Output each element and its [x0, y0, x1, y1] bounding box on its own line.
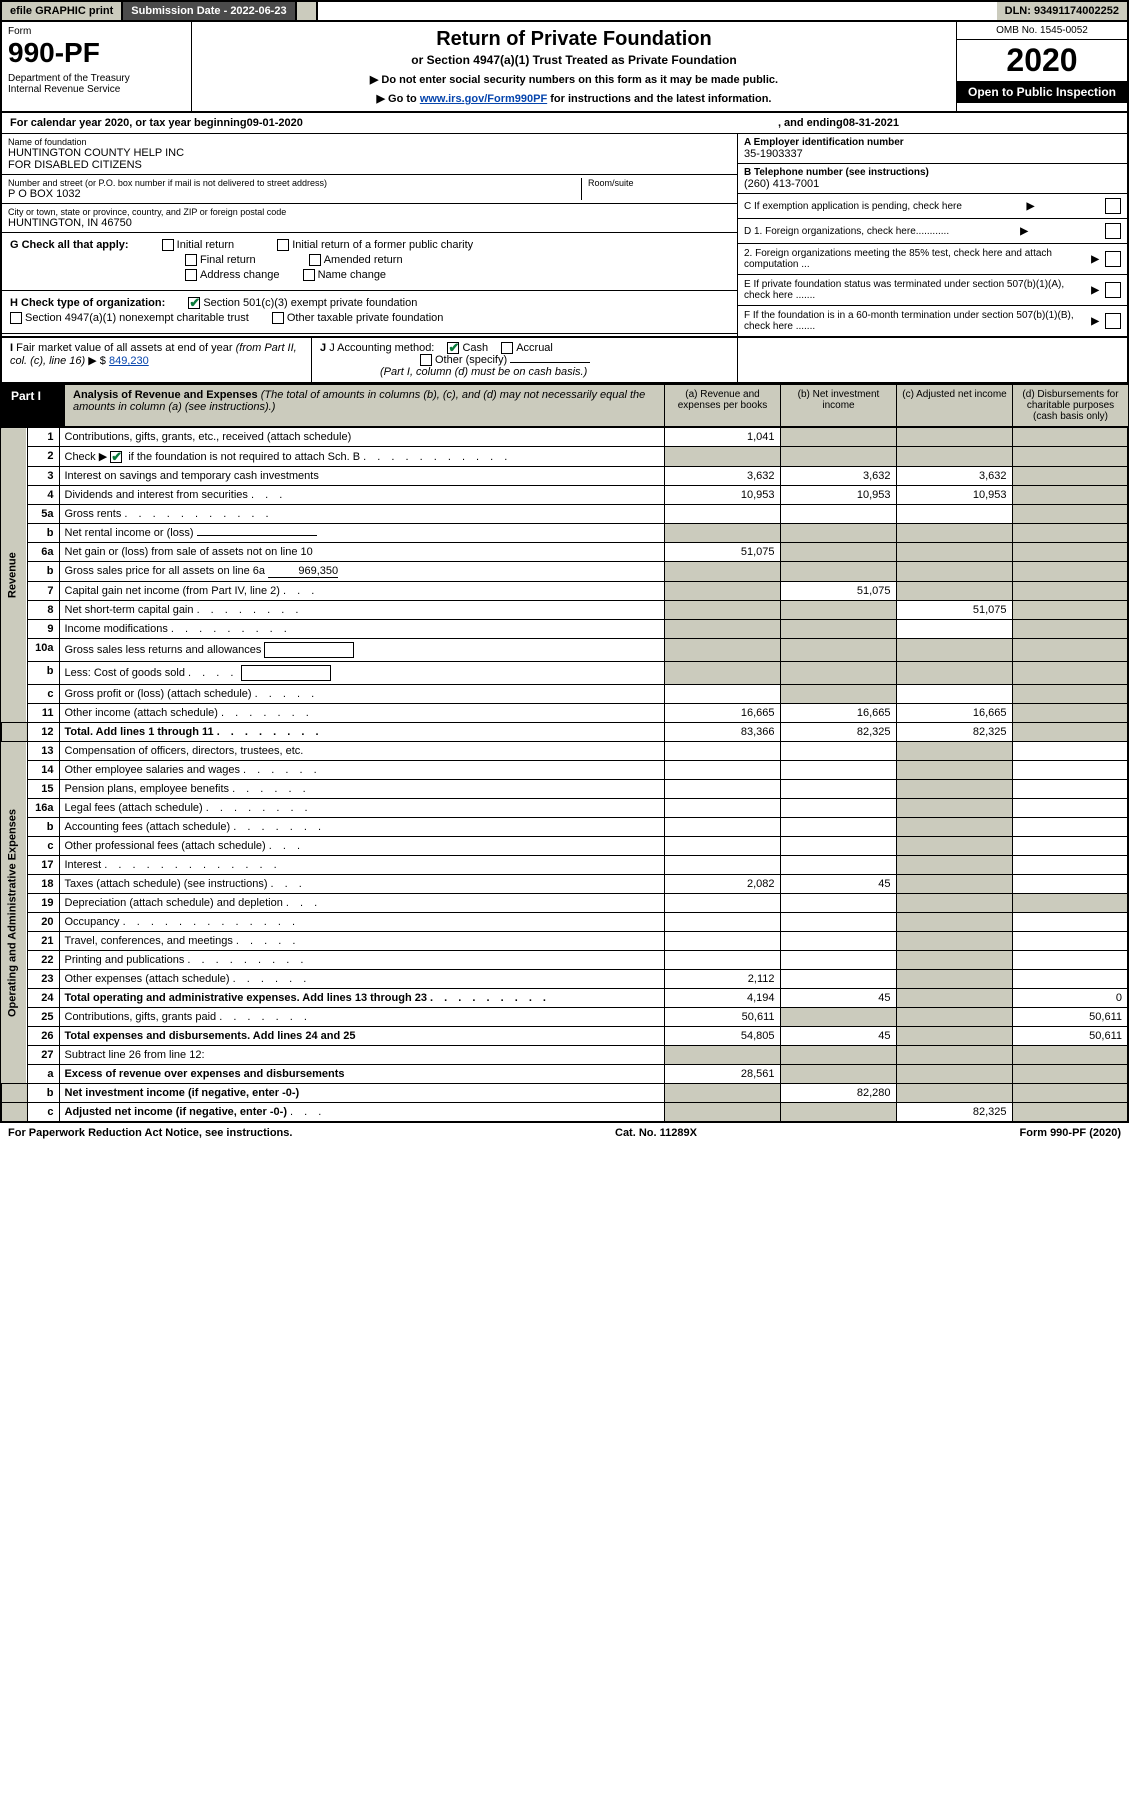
- year-end: 08-31-2021: [843, 117, 899, 129]
- cb-exemption-pending[interactable]: [1105, 198, 1121, 214]
- top-bar: efile GRAPHIC print Submission Date - 20…: [0, 0, 1129, 22]
- d2-label: 2. Foreign organizations meeting the 85%…: [744, 248, 1091, 270]
- col-c-head: (c) Adjusted net income: [896, 385, 1012, 426]
- form-subtitle: or Section 4947(a)(1) Trust Treated as P…: [198, 53, 950, 67]
- cb-60month[interactable]: [1105, 313, 1121, 329]
- f-label: F If the foundation is in a 60-month ter…: [744, 310, 1091, 332]
- efile-badge: efile GRAPHIC print: [2, 2, 123, 20]
- cb-initial-former[interactable]: [277, 239, 289, 251]
- section-h: H Check type of organization: Section 50…: [2, 291, 737, 334]
- cb-85pct[interactable]: [1105, 251, 1121, 267]
- row-ij: I Fair market value of all assets at end…: [0, 338, 1129, 383]
- open-public-badge: Open to Public Inspection: [957, 81, 1127, 103]
- footer-right: Form 990-PF (2020): [1020, 1127, 1122, 1139]
- cb-accrual[interactable]: [501, 342, 513, 354]
- footer-mid: Cat. No. 11289X: [615, 1127, 697, 1139]
- foundation-name: HUNTINGTON COUNTY HELP INC FOR DISABLED …: [8, 147, 731, 171]
- part1-table: Revenue 1Contributions, gifts, grants, e…: [0, 427, 1129, 1123]
- room-label: Room/suite: [588, 178, 731, 188]
- d1-label: D 1. Foreign organizations, check here..…: [744, 226, 949, 237]
- cb-other-taxable[interactable]: [272, 312, 284, 324]
- c-label: C If exemption application is pending, c…: [744, 201, 962, 212]
- cb-4947a1[interactable]: [10, 312, 22, 324]
- address-val: P O BOX 1032: [8, 188, 581, 200]
- ein-val: 35-1903337: [744, 148, 1121, 160]
- form-header: Form 990-PF Department of the Treasury I…: [0, 22, 1129, 113]
- page-footer: For Paperwork Reduction Act Notice, see …: [0, 1123, 1129, 1143]
- footer-left: For Paperwork Reduction Act Notice, see …: [8, 1127, 292, 1139]
- cb-schb[interactable]: [110, 451, 122, 463]
- col-a-head: (a) Revenue and expenses per books: [664, 385, 780, 426]
- ein-label: A Employer identification number: [744, 137, 1121, 148]
- phone-label: B Telephone number (see instructions): [744, 167, 1121, 178]
- tax-year: 2020: [957, 40, 1127, 81]
- i-label: I: [10, 342, 13, 354]
- cb-other-method[interactable]: [420, 354, 432, 366]
- cb-status-terminated[interactable]: [1105, 282, 1121, 298]
- cb-final-return[interactable]: [185, 254, 197, 266]
- calendar-year-row: For calendar year 2020, or tax year begi…: [0, 113, 1129, 134]
- city-label: City or town, state or province, country…: [8, 207, 731, 217]
- line6b-input[interactable]: [268, 565, 338, 578]
- cb-foreign-org[interactable]: [1105, 223, 1121, 239]
- phone-val: (260) 413-7001: [744, 178, 1121, 190]
- e-label: E If private foundation status was termi…: [744, 279, 1091, 301]
- part1-label: Part I: [1, 385, 65, 426]
- col-d-head: (d) Disbursements for charitable purpose…: [1012, 385, 1128, 426]
- irs-link[interactable]: www.irs.gov/Form990PF: [420, 93, 547, 105]
- form-number: 990-PF: [8, 37, 185, 69]
- part1-header: Part I Analysis of Revenue and Expenses …: [0, 383, 1129, 427]
- foundation-name-label: Name of foundation: [8, 137, 731, 147]
- cb-initial-return[interactable]: [162, 239, 174, 251]
- side-expenses: Operating and Administrative Expenses: [1, 742, 27, 1084]
- entity-info: Name of foundation HUNTINGTON COUNTY HEL…: [0, 134, 1129, 338]
- submission-date: Submission Date - 2022-06-23: [123, 2, 296, 20]
- form-title: Return of Private Foundation: [198, 28, 950, 51]
- note-link: ▶ Go to www.irs.gov/Form990PF for instru…: [198, 92, 950, 105]
- city-val: HUNTINGTON, IN 46750: [8, 217, 731, 229]
- cb-address-change[interactable]: [185, 269, 197, 281]
- section-g: G Check all that apply: Initial return I…: [2, 233, 737, 291]
- note-ssn: ▶ Do not enter social security numbers o…: [198, 73, 950, 86]
- subdate-spacer: [297, 2, 318, 20]
- form-label: Form: [8, 26, 185, 37]
- address-label: Number and street (or P.O. box number if…: [8, 178, 581, 188]
- omb-number: OMB No. 1545-0052: [957, 22, 1127, 40]
- cb-cash[interactable]: [447, 342, 459, 354]
- fmv-val[interactable]: 849,230: [109, 355, 149, 367]
- cb-amended-return[interactable]: [309, 254, 321, 266]
- col-b-head: (b) Net investment income: [780, 385, 896, 426]
- cb-501c3[interactable]: [188, 297, 200, 309]
- dln: DLN: 93491174002252: [997, 2, 1127, 20]
- dept-treasury: Department of the Treasury Internal Reve…: [8, 73, 185, 95]
- cb-name-change[interactable]: [303, 269, 315, 281]
- year-begin: 09-01-2020: [247, 117, 303, 129]
- side-revenue: Revenue: [1, 428, 27, 723]
